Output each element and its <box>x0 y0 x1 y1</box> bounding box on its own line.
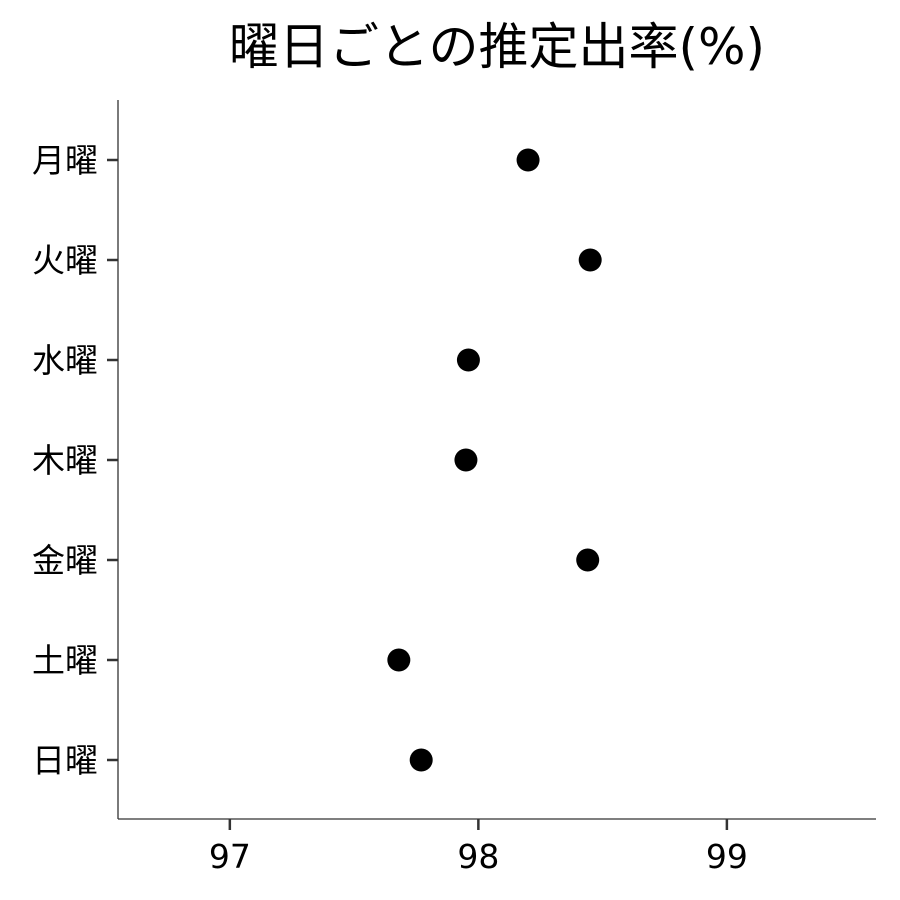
data-point <box>454 448 478 472</box>
data-point <box>409 748 433 772</box>
data-point <box>387 648 411 672</box>
y-tick-label: 日曜 <box>32 741 98 780</box>
x-tick-label: 98 <box>457 837 499 876</box>
x-axis-ticks: 97 98 99 <box>209 819 748 876</box>
data-point <box>456 348 480 372</box>
data-point <box>578 248 602 272</box>
y-tick-label: 火曜 <box>32 241 98 280</box>
data-point <box>516 148 540 172</box>
data-point <box>576 548 600 572</box>
x-tick-label: 97 <box>209 837 251 876</box>
y-tick-label: 金曜 <box>32 541 98 580</box>
x-tick-label: 99 <box>706 837 748 876</box>
y-tick-label: 土曜 <box>32 641 98 680</box>
data-points <box>387 148 602 772</box>
chart-title: 曜日ごとの推定出率(%) <box>229 18 765 76</box>
y-tick-label: 水曜 <box>32 341 98 380</box>
y-tick-label: 月曜 <box>32 141 98 180</box>
axes <box>117 100 876 820</box>
y-tick-label: 木曜 <box>32 441 98 480</box>
